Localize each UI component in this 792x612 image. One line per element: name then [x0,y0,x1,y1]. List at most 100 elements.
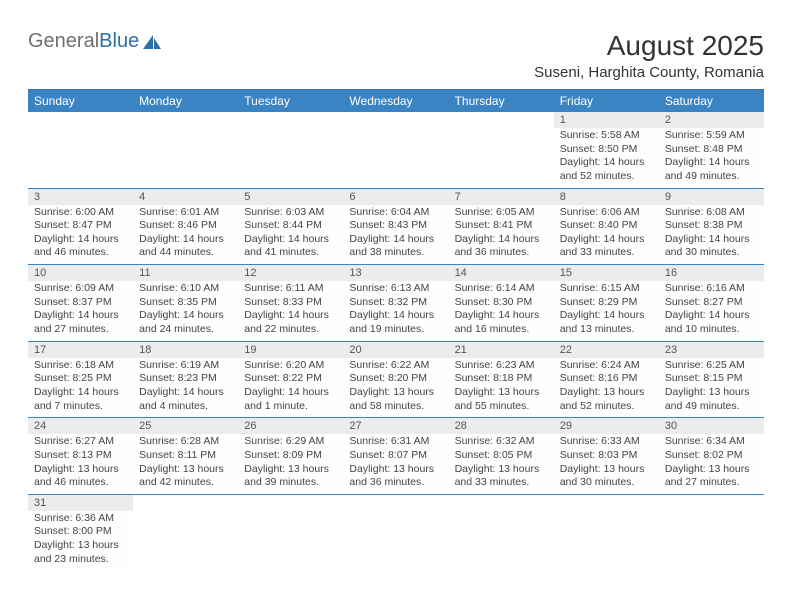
daylight-line: Daylight: 14 hours and 22 minutes. [244,309,337,336]
day-content-cell: Sunrise: 6:08 AMSunset: 8:38 PMDaylight:… [659,205,764,265]
sunset-line: Sunset: 8:37 PM [34,296,127,310]
day-number-cell: 7 [449,188,554,205]
day-number-cell: 5 [238,188,343,205]
day-content-cell: Sunrise: 6:18 AMSunset: 8:25 PMDaylight:… [28,358,133,418]
day-number-cell: 1 [554,112,659,128]
day-content-cell: Sunrise: 6:23 AMSunset: 8:18 PMDaylight:… [449,358,554,418]
day-content-cell: Sunrise: 6:36 AMSunset: 8:00 PMDaylight:… [28,511,133,571]
day-number-cell [659,494,764,511]
daylight-line: Daylight: 14 hours and 49 minutes. [665,156,758,183]
daylight-line: Daylight: 14 hours and 13 minutes. [560,309,653,336]
day-number-cell: 30 [659,418,764,435]
logo-word2: Blue [99,30,139,52]
day-content-cell [343,511,448,571]
daylight-line: Daylight: 14 hours and 24 minutes. [139,309,232,336]
day-content-cell: Sunrise: 6:29 AMSunset: 8:09 PMDaylight:… [238,434,343,494]
sunrise-line: Sunrise: 6:32 AM [455,435,548,449]
daylight-line: Daylight: 14 hours and 4 minutes. [139,386,232,413]
day-number-cell: 20 [343,341,448,358]
sunrise-line: Sunrise: 6:03 AM [244,206,337,220]
location-subtitle: Suseni, Harghita County, Romania [534,64,764,81]
sunset-line: Sunset: 8:44 PM [244,219,337,233]
day-content-cell: Sunrise: 6:32 AMSunset: 8:05 PMDaylight:… [449,434,554,494]
sunrise-line: Sunrise: 6:25 AM [665,359,758,373]
day-number-row: 24252627282930 [28,418,764,435]
day-number-cell: 13 [343,265,448,282]
day-content-cell: Sunrise: 6:22 AMSunset: 8:20 PMDaylight:… [343,358,448,418]
day-content-cell [238,511,343,571]
sunset-line: Sunset: 8:50 PM [560,143,653,157]
sunset-line: Sunset: 8:00 PM [34,525,127,539]
sunset-line: Sunset: 8:03 PM [560,449,653,463]
day-number-cell: 25 [133,418,238,435]
sunset-line: Sunset: 8:18 PM [455,372,548,386]
logo: GeneralBlue [28,30,163,53]
sunrise-line: Sunrise: 6:23 AM [455,359,548,373]
logo-sail-icon [141,33,163,51]
sunrise-line: Sunrise: 6:33 AM [560,435,653,449]
daylight-line: Daylight: 14 hours and 41 minutes. [244,233,337,260]
day-content-cell: Sunrise: 6:28 AMSunset: 8:11 PMDaylight:… [133,434,238,494]
day-content-cell: Sunrise: 6:10 AMSunset: 8:35 PMDaylight:… [133,281,238,341]
sunset-line: Sunset: 8:07 PM [349,449,442,463]
sunset-line: Sunset: 8:22 PM [244,372,337,386]
sunset-line: Sunset: 8:15 PM [665,372,758,386]
daylight-line: Daylight: 13 hours and 27 minutes. [665,463,758,490]
sunrise-line: Sunrise: 6:05 AM [455,206,548,220]
day-content-cell: Sunrise: 6:06 AMSunset: 8:40 PMDaylight:… [554,205,659,265]
sunrise-line: Sunrise: 6:10 AM [139,282,232,296]
sunset-line: Sunset: 8:11 PM [139,449,232,463]
day-content-cell: Sunrise: 6:00 AMSunset: 8:47 PMDaylight:… [28,205,133,265]
sunrise-line: Sunrise: 6:24 AM [560,359,653,373]
daylight-line: Daylight: 13 hours and 42 minutes. [139,463,232,490]
day-number-cell: 22 [554,341,659,358]
day-content-cell [133,511,238,571]
sunset-line: Sunset: 8:38 PM [665,219,758,233]
day-number-cell: 6 [343,188,448,205]
day-content-cell [343,128,448,188]
sunrise-line: Sunrise: 6:29 AM [244,435,337,449]
day-content-cell: Sunrise: 6:24 AMSunset: 8:16 PMDaylight:… [554,358,659,418]
daylight-line: Daylight: 13 hours and 36 minutes. [349,463,442,490]
col-wednesday: Wednesday [343,90,448,112]
day-content-cell: Sunrise: 6:31 AMSunset: 8:07 PMDaylight:… [343,434,448,494]
day-content-cell: Sunrise: 6:05 AMSunset: 8:41 PMDaylight:… [449,205,554,265]
day-number-cell: 29 [554,418,659,435]
daylight-line: Daylight: 13 hours and 58 minutes. [349,386,442,413]
sunset-line: Sunset: 8:13 PM [34,449,127,463]
sunrise-line: Sunrise: 6:15 AM [560,282,653,296]
sunrise-line: Sunrise: 5:58 AM [560,129,653,143]
day-number-cell [343,494,448,511]
sunrise-line: Sunrise: 6:28 AM [139,435,232,449]
col-friday: Friday [554,90,659,112]
daylight-line: Daylight: 14 hours and 10 minutes. [665,309,758,336]
day-number-cell: 16 [659,265,764,282]
daylight-line: Daylight: 14 hours and 7 minutes. [34,386,127,413]
day-content-cell [449,128,554,188]
logo-word1: General [28,30,99,52]
sunrise-line: Sunrise: 6:22 AM [349,359,442,373]
day-number-cell: 24 [28,418,133,435]
day-content-cell: Sunrise: 6:15 AMSunset: 8:29 PMDaylight:… [554,281,659,341]
sunrise-line: Sunrise: 6:16 AM [665,282,758,296]
day-content-cell: Sunrise: 6:04 AMSunset: 8:43 PMDaylight:… [343,205,448,265]
day-number-row: 12 [28,112,764,128]
day-number-cell: 31 [28,494,133,511]
day-content-cell: Sunrise: 6:27 AMSunset: 8:13 PMDaylight:… [28,434,133,494]
col-tuesday: Tuesday [238,90,343,112]
day-content-cell: Sunrise: 6:11 AMSunset: 8:33 PMDaylight:… [238,281,343,341]
day-content-cell: Sunrise: 5:58 AMSunset: 8:50 PMDaylight:… [554,128,659,188]
day-number-row: 17181920212223 [28,341,764,358]
sunset-line: Sunset: 8:29 PM [560,296,653,310]
day-content-cell: Sunrise: 6:34 AMSunset: 8:02 PMDaylight:… [659,434,764,494]
sunrise-line: Sunrise: 6:19 AM [139,359,232,373]
day-content-cell: Sunrise: 6:25 AMSunset: 8:15 PMDaylight:… [659,358,764,418]
day-number-cell: 11 [133,265,238,282]
day-number-cell [133,494,238,511]
sunset-line: Sunset: 8:09 PM [244,449,337,463]
sunset-line: Sunset: 8:30 PM [455,296,548,310]
day-content-cell [238,128,343,188]
day-number-cell [28,112,133,128]
sunset-line: Sunset: 8:41 PM [455,219,548,233]
day-number-cell: 26 [238,418,343,435]
